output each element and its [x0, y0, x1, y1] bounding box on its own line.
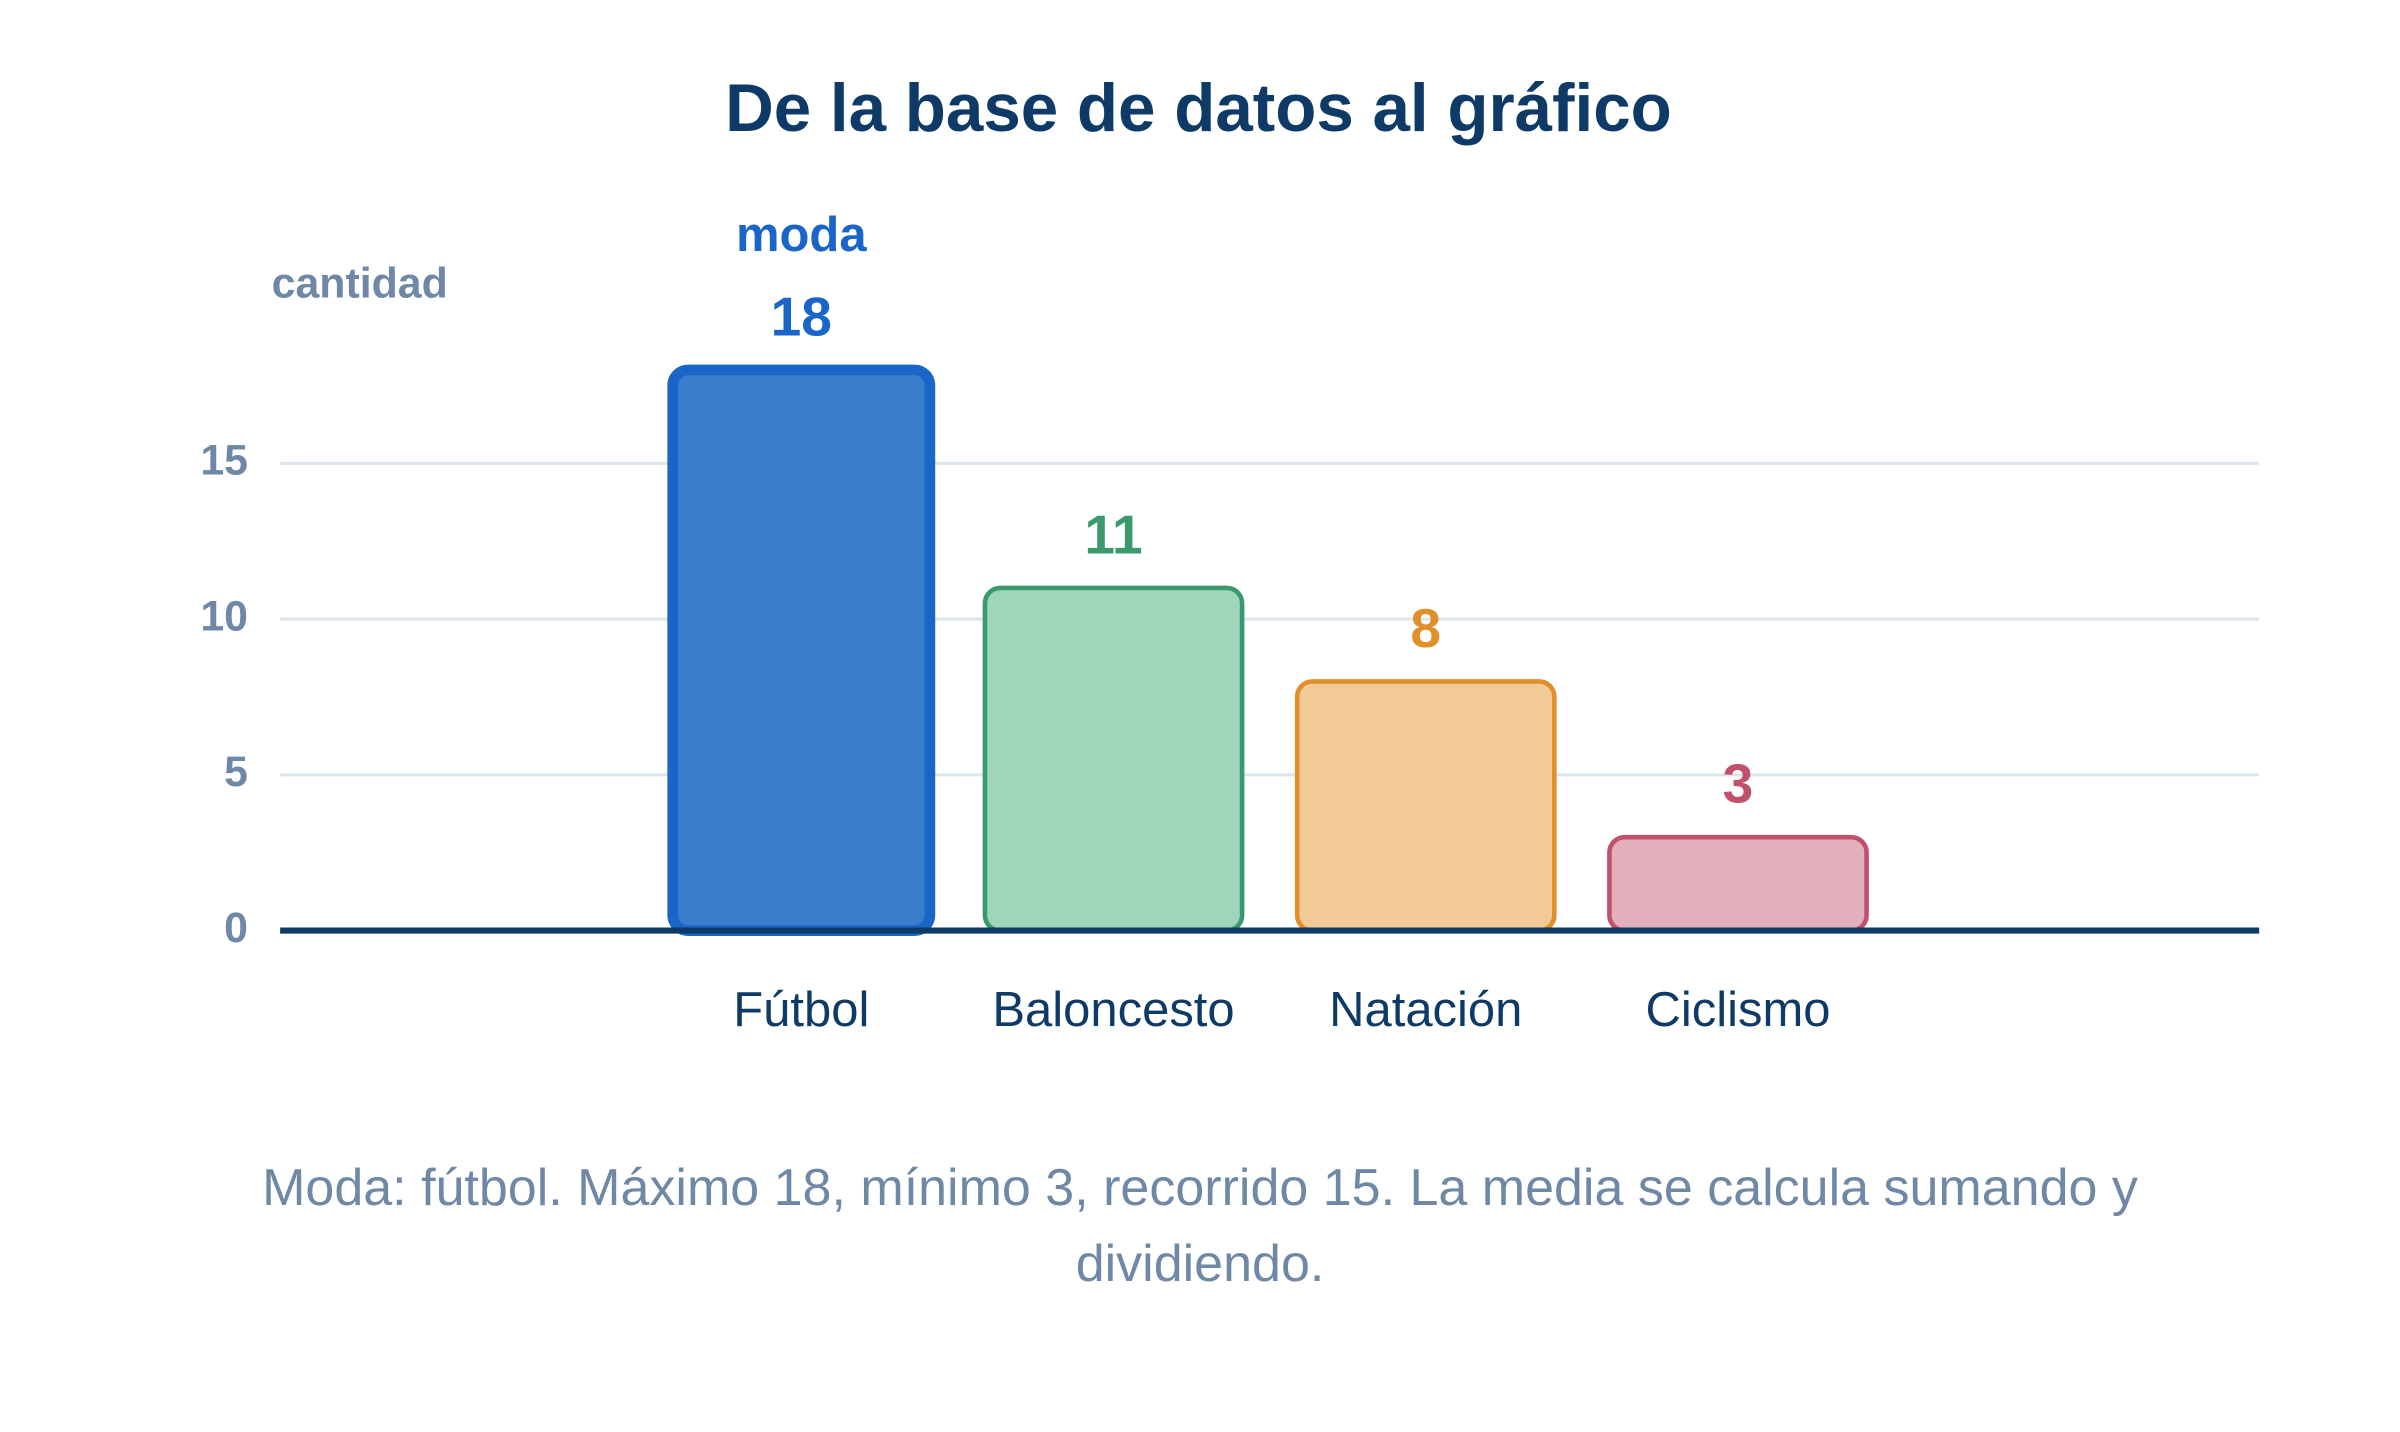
y-tick-label: 0	[224, 904, 248, 952]
x-tick-label: Baloncesto	[992, 983, 1234, 1037]
x-tick-label: Natación	[1329, 983, 1522, 1037]
value-label: 18	[771, 286, 832, 348]
y-tick-label: 10	[200, 592, 248, 640]
value-label: 3	[1723, 753, 1754, 815]
bar	[982, 585, 1245, 933]
bar	[667, 364, 936, 936]
y-tick-label: 5	[224, 748, 248, 796]
bar	[1607, 834, 1869, 933]
x-tick-label: Fútbol	[733, 983, 869, 1037]
x-tick-label: Ciclismo	[1645, 983, 1830, 1037]
y-axis-label: cantidad	[272, 260, 448, 308]
annotation: moda	[736, 208, 867, 262]
bar	[1294, 679, 1557, 933]
value-label: 11	[1084, 504, 1142, 566]
caption: Moda: fútbol. Máximo 18, mínimo 3, recor…	[262, 1159, 2138, 1293]
value-label: 8	[1410, 597, 1441, 659]
y-tick-label: 15	[200, 437, 248, 485]
chart-title: De la base de datos al gráfico	[725, 71, 1672, 146]
